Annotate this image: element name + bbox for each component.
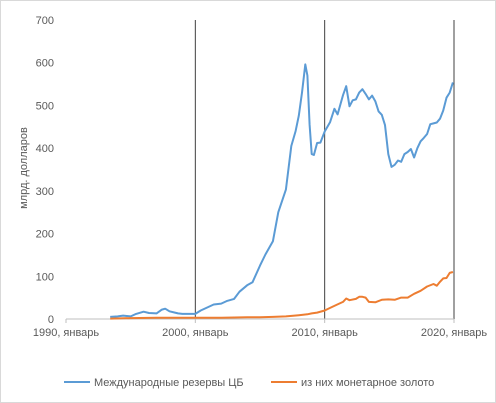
y-tick-label: 0 bbox=[48, 314, 54, 326]
y-tick-label: 300 bbox=[36, 186, 54, 198]
y-tick-label: 200 bbox=[36, 229, 54, 241]
y-tick-label: 100 bbox=[36, 271, 54, 283]
series-line-1 bbox=[110, 63, 454, 318]
x-axis-ticks: 1990, январь 2000, январь 2010, январь 2020… bbox=[33, 319, 488, 339]
legend-label-1: Международные резервы ЦБ bbox=[94, 377, 244, 389]
series-line-2 bbox=[110, 271, 454, 320]
y-tick-label: 400 bbox=[36, 143, 54, 155]
legend: Международные резервы ЦБ из них монетарно… bbox=[64, 377, 434, 389]
x-tick-label: 2000, январь bbox=[162, 327, 229, 339]
vertical-reference-lines bbox=[194, 20, 455, 319]
legend-label-2: из них монетарное золото bbox=[301, 377, 434, 389]
y-axis-label: млрд. долларов bbox=[18, 127, 30, 209]
y-tick-label: 700 bbox=[36, 15, 54, 27]
y-axis-ticks: 0 100 200 300 400 500 600 700 bbox=[36, 15, 54, 326]
y-tick-label: 500 bbox=[36, 100, 54, 112]
x-tick-label: 2020, январь bbox=[421, 327, 488, 339]
x-tick-label: 1990, январь bbox=[33, 327, 100, 339]
x-tick-label: 2010, январь bbox=[292, 327, 359, 339]
y-tick-label: 600 bbox=[36, 58, 54, 70]
series-lines bbox=[110, 63, 454, 320]
